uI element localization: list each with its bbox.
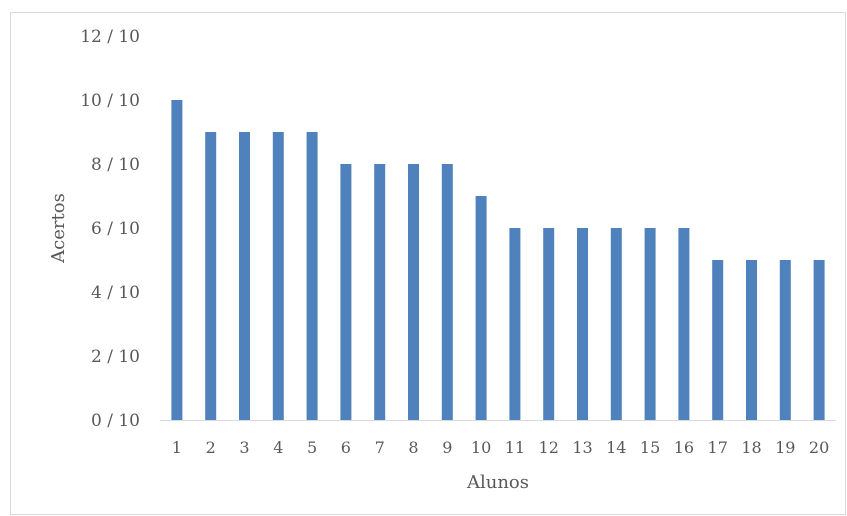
bar-13 (577, 228, 588, 420)
chart-frame (10, 12, 846, 515)
y-tick-label: 0 / 10 (91, 411, 140, 431)
bar-4 (272, 132, 284, 420)
y-axis-title: Acertos (48, 193, 69, 264)
x-tick-label: 3 (239, 438, 249, 457)
x-tick-label: 11 (505, 438, 525, 457)
x-tick-label: 12 (539, 438, 559, 457)
bars (171, 100, 825, 420)
y-tick-label: 2 / 10 (91, 347, 140, 367)
bar-20 (813, 260, 825, 420)
x-tick-label: 2 (206, 438, 216, 457)
x-tick-label: 20 (809, 438, 829, 457)
bar-5 (306, 132, 318, 420)
y-tick-label: 10 / 10 (80, 91, 140, 111)
x-tick-label: 1 (172, 438, 182, 457)
bar-9 (441, 164, 453, 420)
y-tick-label: 6 / 10 (91, 219, 140, 239)
bar-17 (712, 260, 724, 420)
x-tick-label: 17 (708, 438, 728, 457)
y-tick-label: 12 / 10 (80, 27, 140, 47)
x-axis-title: Alunos (466, 472, 529, 493)
bar-6 (340, 164, 352, 420)
x-tick-label: 13 (572, 438, 592, 457)
bar-15 (644, 228, 656, 420)
x-tick-label: 16 (674, 438, 694, 457)
bar-3 (239, 132, 250, 420)
x-tick-label: 8 (408, 438, 418, 457)
y-tick-labels: 0 / 10 2 / 10 4 / 10 6 / 10 8 / 10 10 / 10 12 … (80, 27, 140, 431)
x-tick-label: 15 (640, 438, 660, 457)
bar-14 (610, 228, 622, 420)
y-tick-label: 4 / 10 (91, 283, 140, 303)
x-tick-label: 6 (341, 438, 351, 457)
bar-10 (475, 196, 487, 420)
x-tick-label: 5 (307, 438, 317, 457)
bar-12 (543, 228, 555, 420)
bar-2 (205, 132, 217, 420)
y-tick-label: 8 / 10 (91, 155, 140, 175)
x-tick-label: 4 (273, 438, 283, 457)
bar-18 (746, 260, 757, 420)
bar-8 (408, 164, 419, 420)
x-tick-label: 18 (741, 438, 761, 457)
bar-16 (678, 228, 690, 420)
bar-11 (509, 228, 521, 420)
x-tick-label: 19 (775, 438, 795, 457)
bar-1 (171, 100, 183, 420)
x-tick-label: 14 (606, 438, 626, 457)
bar-19 (779, 260, 791, 420)
x-tick-labels: 1 2 3 4 5 6 7 8 9 10 11 12 13 14 15 16 17 18 19 20 (172, 438, 829, 457)
x-tick-label: 7 (375, 438, 385, 457)
x-tick-label: 10 (471, 438, 491, 457)
x-tick-label: 9 (442, 438, 452, 457)
bar-7 (374, 164, 386, 420)
